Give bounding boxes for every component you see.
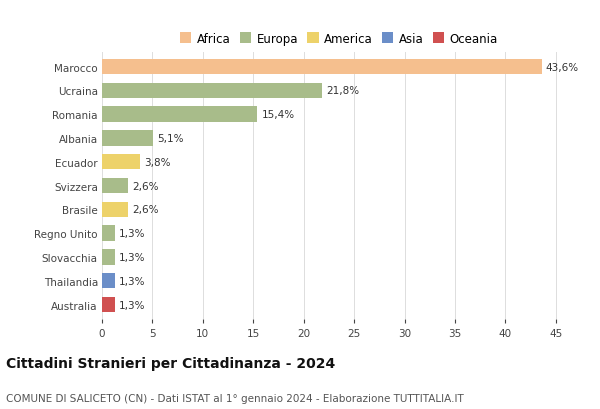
Legend: Africa, Europa, America, Asia, Oceania: Africa, Europa, America, Asia, Oceania — [180, 32, 498, 45]
Bar — [102, 249, 115, 265]
Bar — [102, 226, 115, 241]
Bar — [102, 155, 140, 170]
Bar — [102, 131, 154, 146]
Text: 15,4%: 15,4% — [262, 110, 295, 120]
Bar — [102, 83, 322, 99]
Text: 21,8%: 21,8% — [326, 86, 359, 96]
Text: 2,6%: 2,6% — [132, 205, 159, 215]
Text: 5,1%: 5,1% — [157, 134, 184, 144]
Text: 3,8%: 3,8% — [145, 157, 171, 167]
Bar — [102, 60, 542, 75]
Text: 2,6%: 2,6% — [132, 181, 159, 191]
Text: COMUNE DI SALICETO (CN) - Dati ISTAT al 1° gennaio 2024 - Elaborazione TUTTITALI: COMUNE DI SALICETO (CN) - Dati ISTAT al … — [6, 393, 464, 403]
Text: Cittadini Stranieri per Cittadinanza - 2024: Cittadini Stranieri per Cittadinanza - 2… — [6, 356, 335, 370]
Text: 1,3%: 1,3% — [119, 276, 146, 286]
Bar — [102, 107, 257, 123]
Bar — [102, 178, 128, 194]
Text: 43,6%: 43,6% — [546, 63, 579, 72]
Text: 1,3%: 1,3% — [119, 300, 146, 310]
Text: 1,3%: 1,3% — [119, 229, 146, 238]
Bar — [102, 273, 115, 289]
Text: 1,3%: 1,3% — [119, 252, 146, 262]
Bar — [102, 202, 128, 218]
Bar — [102, 297, 115, 312]
